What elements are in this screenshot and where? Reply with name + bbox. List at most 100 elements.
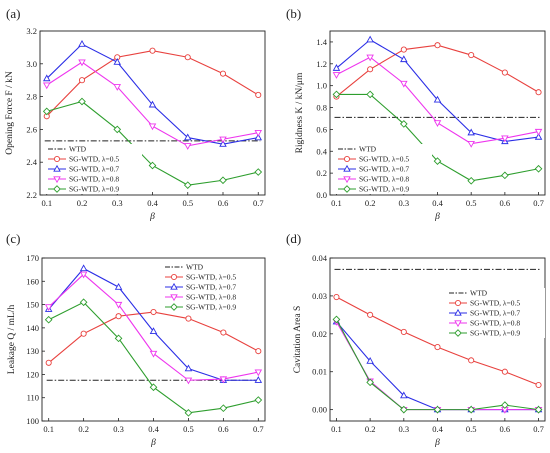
x-tick-label: 0.5 xyxy=(466,424,477,434)
data-point xyxy=(115,313,122,320)
data-point xyxy=(79,271,88,279)
series-1 xyxy=(45,308,262,366)
data-point xyxy=(254,396,263,404)
data-point xyxy=(184,54,191,61)
x-axis-label: β xyxy=(149,212,155,222)
legend-marker xyxy=(170,282,178,290)
x-tick-label: 0.5 xyxy=(466,198,477,208)
data-point xyxy=(149,350,158,358)
data-point xyxy=(44,315,53,324)
legend-marker xyxy=(53,164,61,172)
x-tick-label: 0.4 xyxy=(432,198,443,208)
x-tick-label: 0.2 xyxy=(77,198,88,208)
data-point xyxy=(219,404,228,413)
data-point xyxy=(183,143,192,150)
data-point xyxy=(254,130,263,137)
x-tick-label: 0.6 xyxy=(218,424,229,434)
legend-entry: SG-WTD, λ=0.7 xyxy=(186,283,236,292)
y-tick-label: 0.4 xyxy=(316,146,327,156)
data-point xyxy=(468,52,475,59)
data-point xyxy=(254,369,263,377)
x-tick-label: 0.3 xyxy=(399,424,410,434)
data-point xyxy=(468,357,475,364)
legend-marker xyxy=(170,303,178,311)
y-tick-label: 1.0 xyxy=(316,81,327,91)
y-axis-label: Rigidness K / kN/μm xyxy=(295,72,305,153)
x-tick-label: 0.7 xyxy=(533,198,544,208)
y-tick-label: 170 xyxy=(26,253,39,263)
x-tick-label: 0.3 xyxy=(113,424,124,434)
x-tick-label: 0.6 xyxy=(500,424,511,434)
data-point xyxy=(535,381,542,389)
panel-label: (a) xyxy=(6,6,20,21)
data-point xyxy=(113,84,122,91)
y-tick-label: 3.2 xyxy=(26,26,37,36)
y-tick-label: 2.4 xyxy=(26,157,37,167)
y-tick-label: 110 xyxy=(27,393,39,403)
data-point xyxy=(433,120,442,127)
data-point xyxy=(149,383,158,392)
legend-entry: SG-WTD, λ=0.7 xyxy=(470,309,520,318)
legend-entry: SG-WTD, λ=0.5 xyxy=(359,155,409,164)
x-tick-label: 0.5 xyxy=(182,198,193,208)
legend-marker xyxy=(454,320,462,328)
data-point xyxy=(149,327,158,334)
legend-entry: WTD xyxy=(470,289,488,298)
data-point xyxy=(254,133,263,141)
legend-entry: SG-WTD, λ=0.9 xyxy=(69,185,119,194)
data-point xyxy=(366,356,374,364)
data-point xyxy=(185,315,192,322)
chart-panel-a: (a) 0.1 0.2 0.3 0.4 0.5 0.6 0.7 2.2 2.4 2.6 2.8 3.0 3… xyxy=(5,6,266,222)
x-tick-label: 0.2 xyxy=(78,424,89,434)
data-point xyxy=(219,70,227,77)
x-axis-label: β xyxy=(434,212,440,222)
legend-marker xyxy=(454,329,462,337)
y-axis-label: Leakage Q / mL/h xyxy=(7,305,17,375)
legend-marker xyxy=(53,176,61,184)
data-point xyxy=(366,54,374,62)
legend-entry: SG-WTD, λ=0.9 xyxy=(359,185,409,194)
data-point xyxy=(42,107,51,116)
series-2 xyxy=(42,39,263,147)
data-point xyxy=(366,378,374,387)
data-point xyxy=(184,377,193,385)
panel-label: (c) xyxy=(6,231,20,246)
x-tick-label: 0.3 xyxy=(399,198,410,208)
x-tick-label: 0.2 xyxy=(365,198,376,208)
y-tick-label: 0.01 xyxy=(312,367,327,377)
data-point xyxy=(400,46,407,53)
y-tick-label: 160 xyxy=(26,276,39,286)
data-point xyxy=(114,301,123,309)
data-point xyxy=(501,401,509,409)
data-point xyxy=(113,58,122,65)
series-1 xyxy=(333,42,542,100)
legend-marker xyxy=(343,176,351,184)
data-point xyxy=(114,282,123,290)
series-4 xyxy=(332,315,543,414)
legend-entry: SG-WTD, λ=0.5 xyxy=(470,299,520,308)
data-point xyxy=(501,69,508,76)
series-3 xyxy=(42,59,263,150)
data-point xyxy=(366,35,374,43)
series-3 xyxy=(44,271,263,385)
series-4 xyxy=(44,298,263,417)
data-point xyxy=(220,329,227,336)
data-point xyxy=(255,348,262,355)
y-tick-label: 0.00 xyxy=(312,405,327,415)
data-point xyxy=(148,123,157,131)
legend-entry: SG-WTD, λ=0.9 xyxy=(186,303,236,312)
data-point xyxy=(467,176,476,185)
y-tick-label: 0.0 xyxy=(316,190,327,200)
data-point xyxy=(467,405,476,414)
x-tick-label: 0.1 xyxy=(43,424,54,434)
data-point xyxy=(219,376,228,384)
legend-entry: WTD xyxy=(359,145,377,154)
data-point xyxy=(183,181,192,189)
y-tick-label: 2.6 xyxy=(26,124,37,134)
legend-marker xyxy=(53,185,61,193)
data-point xyxy=(467,140,475,148)
series-1 xyxy=(333,293,542,389)
y-tick-label: 130 xyxy=(26,346,39,356)
